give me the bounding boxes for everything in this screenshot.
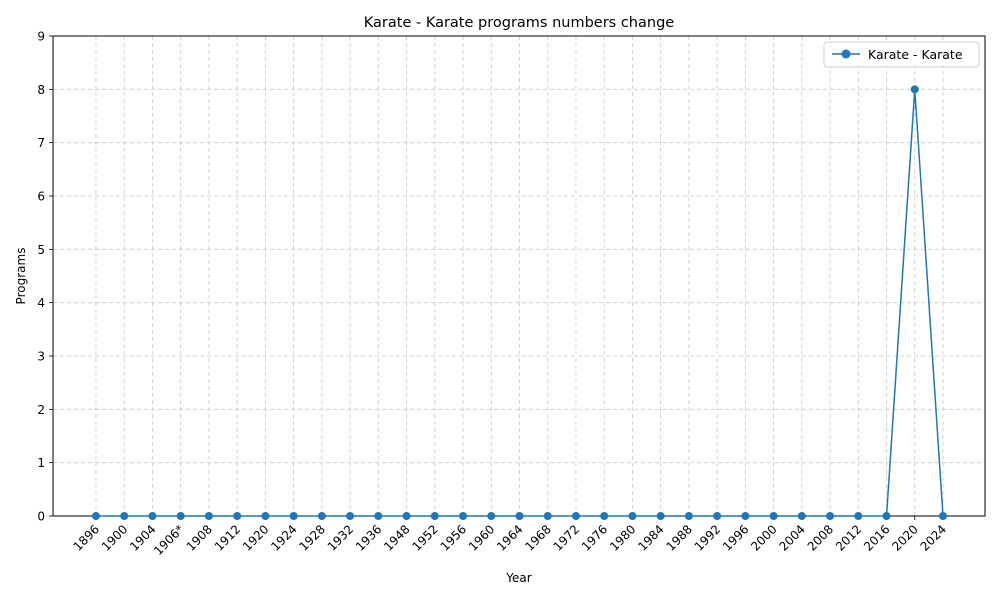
data-point: [826, 512, 835, 520]
data-point: [148, 512, 157, 520]
x-tick-label: 1948: [381, 522, 412, 553]
x-tick-label: 1928: [296, 522, 327, 553]
x-tick-label: 1984: [635, 522, 666, 553]
data-point: [741, 512, 750, 520]
y-tick-label: 9: [37, 30, 45, 44]
legend: Karate - Karate: [823, 41, 980, 68]
legend-label-karate: Karate - Karate: [868, 47, 963, 62]
data-point: [713, 512, 722, 520]
x-tick-label: 1996: [720, 522, 751, 553]
chart-title: Karate - Karate programs numbers change: [364, 15, 674, 31]
data-point: [233, 512, 242, 520]
x-tick-label: 1920: [240, 522, 271, 553]
data-point: [346, 512, 355, 520]
x-axis-label: Year: [505, 571, 531, 585]
x-tick-label: 1900: [99, 522, 130, 553]
data-point: [120, 512, 129, 520]
y-tick-label: 5: [37, 243, 45, 257]
data-point: [261, 512, 270, 520]
y-tick-label: 8: [37, 83, 45, 97]
x-tick-label: 1972: [551, 522, 582, 553]
data-point: [459, 512, 468, 520]
y-axis-label: Programs: [14, 248, 28, 305]
data-point: [656, 512, 665, 520]
x-tick-label: 2000: [748, 522, 779, 553]
data-point: [92, 512, 100, 520]
x-tick-label: 2020: [889, 522, 920, 553]
x-tick-label: 2008: [805, 522, 836, 553]
x-tick-label: 1936: [353, 522, 384, 553]
data-point: [854, 512, 863, 520]
y-tick-label: 1: [37, 456, 45, 470]
y-axis: 0 1 2 3 4 5 6 7 8 9: [37, 30, 53, 524]
x-tick-label: 2004: [776, 522, 807, 553]
x-tick-label: 1964: [494, 522, 525, 553]
x-tick-label: 1932: [325, 522, 356, 553]
x-tick-label: 1906*: [151, 522, 187, 558]
data-point: [684, 512, 693, 520]
x-tick-label: 1968: [522, 522, 553, 553]
data-point: [430, 512, 439, 520]
x-axis: 1896190019041906*19081912192019241928193…: [71, 516, 949, 558]
data-point: [769, 512, 778, 520]
data-point: [204, 512, 213, 520]
legend-marker-swatch: [841, 49, 851, 59]
y-tick-label: 3: [37, 350, 45, 364]
data-point: [571, 512, 580, 520]
data-point: [797, 512, 806, 520]
x-tick-label: 2016: [861, 522, 892, 553]
legend-box: [823, 41, 980, 68]
data-point: [402, 512, 411, 520]
x-tick-label: 1960: [466, 522, 497, 553]
y-tick-label: 4: [37, 296, 45, 310]
x-tick-label: 1952: [409, 522, 440, 553]
y-tick-label: 7: [37, 136, 45, 150]
data-point: [600, 512, 609, 520]
x-tick-label: 1924: [268, 522, 299, 553]
series-layer: [92, 85, 947, 520]
plot-area-frame: [52, 35, 986, 517]
x-tick-label: 1908: [184, 522, 215, 553]
data-point: [939, 512, 947, 520]
data-point: [289, 512, 298, 520]
x-tick-label: 1896: [71, 522, 102, 553]
x-tick-label: 1988: [664, 522, 695, 553]
x-tick-label: 1980: [607, 522, 638, 553]
y-tick-label: 0: [37, 510, 45, 524]
data-point: [317, 512, 326, 520]
grid: [53, 35, 985, 517]
x-tick-label: 1976: [579, 522, 610, 553]
data-point: [882, 512, 891, 520]
data-point: [515, 512, 524, 520]
x-tick-label: 2024: [918, 522, 949, 553]
data-point: [910, 85, 919, 94]
data-point: [487, 512, 496, 520]
y-tick-label: 6: [37, 190, 45, 204]
y-tick-label: 2: [37, 403, 45, 417]
x-tick-label: 1992: [692, 522, 723, 553]
x-tick-label: 1956: [438, 522, 469, 553]
data-point: [176, 512, 185, 520]
data-point: [374, 512, 383, 520]
data-point: [543, 512, 552, 520]
data-point: [628, 512, 637, 520]
x-tick-label: 2012: [833, 522, 864, 553]
x-tick-label: 1912: [212, 522, 243, 553]
